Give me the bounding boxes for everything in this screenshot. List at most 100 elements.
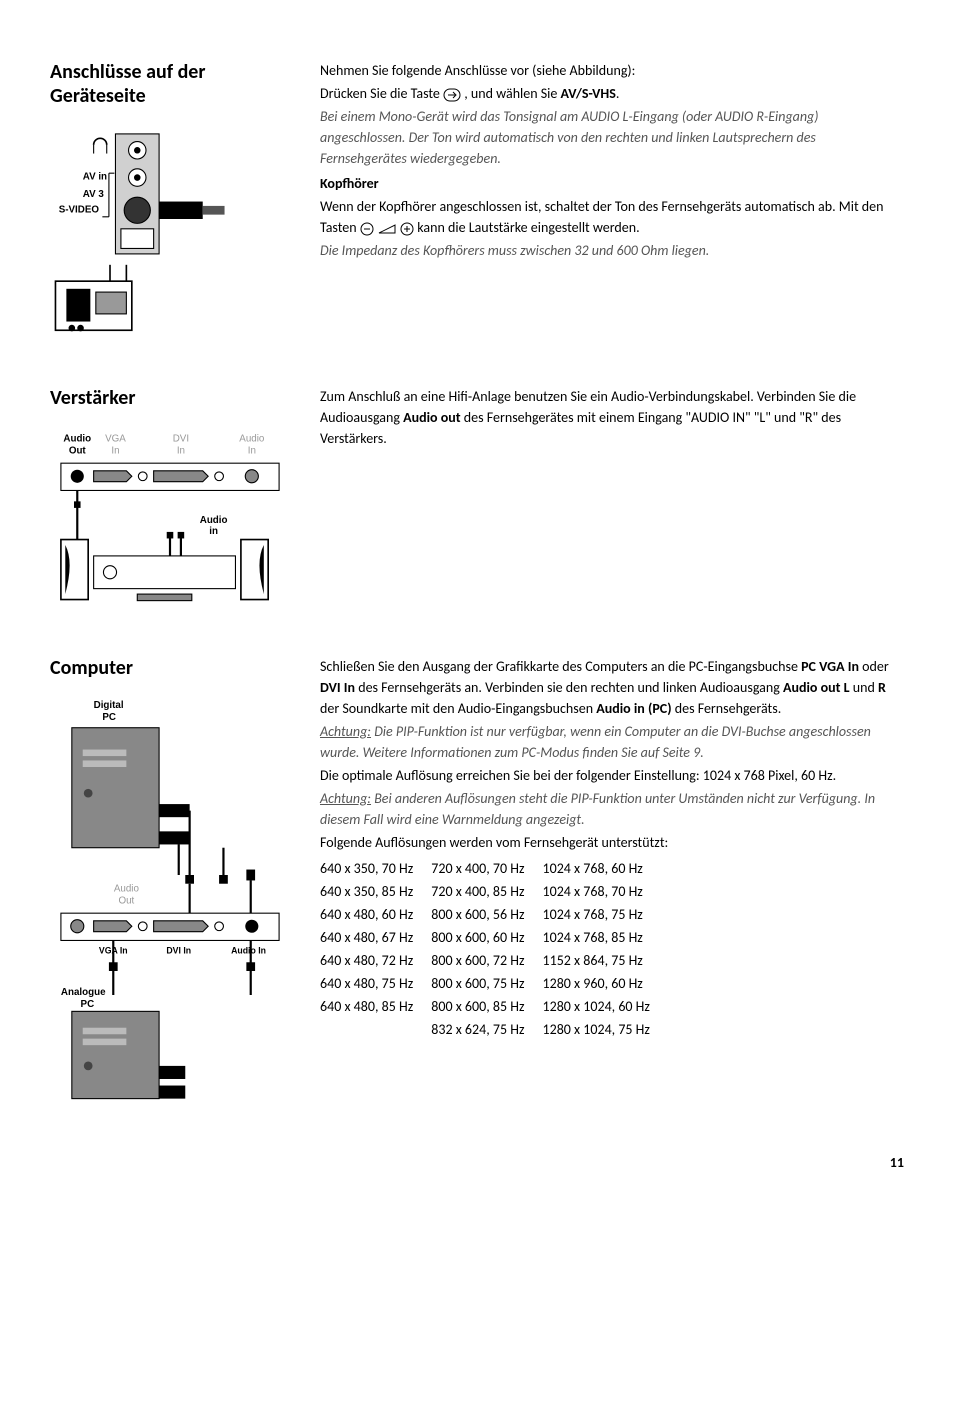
text: der Soundkarte mit den Audio-Eingangsbuc… [320,700,596,717]
paragraph: Schließen Sie den Ausgang der Grafikkart… [320,656,904,719]
table-row: 640 x 480, 60 Hz800 x 600, 56 Hz1024 x 7… [320,903,668,926]
label: In [177,446,185,457]
label: In [111,446,119,457]
source-button-icon [443,88,461,102]
cell: 640 x 350, 85 Hz [320,880,431,903]
italic-note: Bei einem Mono-Gerät wird das Tonsignal … [320,106,904,169]
table-row: 640 x 350, 70 Hz720 x 400, 70 Hz1024 x 7… [320,857,668,880]
section-amplifier: Verstärker Audio Out VGA In DVI In Audio… [50,386,904,615]
text-bold: Audio in (PC) [596,700,671,717]
text: Die PIP-Funktion ist nur verfügbar, wenn… [320,723,871,761]
label: Analogue [61,987,106,998]
cell: 800 x 600, 72 Hz [431,949,542,972]
section-computer: Computer Digital PC Audio Out VGA In DVI… [50,656,904,1115]
text: Drücken Sie die Taste [320,85,443,102]
text-bold: AV/S-VHS [561,85,616,102]
text: und [853,679,878,696]
text: , und wählen Sie [464,85,560,102]
paragraph: Die optimale Auflösung erreichen Sie bei… [320,765,904,786]
resolution-table: 640 x 350, 70 Hz720 x 400, 70 Hz1024 x 7… [320,857,668,1041]
heading-computer: Computer [50,656,290,680]
text-underline: Achtung: [320,790,371,807]
text-underline: Achtung: [320,723,371,740]
cell: 640 x 350, 70 Hz [320,857,431,880]
paragraph: Folgende Auflösungen werden vom Fernsehg… [320,832,904,853]
label: Audio [63,434,91,445]
cell: 800 x 600, 60 Hz [431,926,542,949]
cell: 1152 x 864, 75 Hz [543,949,668,972]
label: Audio [200,515,228,526]
cell: 1280 x 960, 60 Hz [543,972,668,995]
table-row: 640 x 480, 72 Hz800 x 600, 72 Hz1152 x 8… [320,949,668,972]
cell: 640 x 480, 60 Hz [320,903,431,926]
body-side-connections: Nehmen Sie folgende Anschlüsse vor (sieh… [320,60,904,346]
text-bold: R [878,679,886,696]
paragraph: Zum Anschluß an eine Hifi-Anlage benutze… [320,386,904,449]
cell: 1024 x 768, 60 Hz [543,857,668,880]
cell: 640 x 480, 85 Hz [320,995,431,1018]
cell: 1024 x 768, 75 Hz [543,903,668,926]
text: Bei anderen Auflösungen steht die PIP-Fu… [320,790,875,828]
label-svideo: S-VIDEO [59,204,100,215]
label: Audio [114,883,140,894]
minus-icon [360,222,374,236]
left-column: Anschlüsse auf der Geräteseite AV in AV … [50,60,290,346]
table-row: 640 x 480, 75 Hz800 x 600, 75 Hz1280 x 9… [320,972,668,995]
cell: 1280 x 1024, 60 Hz [543,995,668,1018]
body-amplifier: Zum Anschluß an eine Hifi-Anlage benutze… [320,386,904,615]
cell [320,1018,431,1041]
text: Nehmen Sie folgende Anschlüsse vor (sieh… [320,62,635,79]
text: . [616,85,620,102]
paragraph: Drücken Sie die Taste , und wählen Sie A… [320,83,904,104]
label: Out [118,895,134,906]
italic-note: Achtung: Die PIP-Funktion ist nur verfüg… [320,721,904,763]
label: Audio [239,434,265,445]
table-row: 832 x 624, 75 Hz1280 x 1024, 75 Hz [320,1018,668,1041]
cell: 640 x 480, 75 Hz [320,972,431,995]
cell: 1024 x 768, 70 Hz [543,880,668,903]
text: kann die Lautstärke eingestellt werden. [417,219,639,236]
text-bold: DVI In [320,679,355,696]
cell: 720 x 400, 70 Hz [431,857,542,880]
diagram-amplifier: Audio Out VGA In DVI In Audio In Audio i… [50,425,290,610]
label-av-in: AV in [83,172,107,183]
diagram-side-connections: AV in AV 3 S-VIDEO [50,123,290,341]
cell: 1280 x 1024, 75 Hz [543,1018,668,1041]
left-column: Computer Digital PC Audio Out VGA In DVI… [50,656,290,1115]
cell: 800 x 600, 56 Hz [431,903,542,926]
text-bold: PC VGA In [801,658,859,675]
label: In [248,446,256,457]
text: des Fernsehgeräts an. Verbinden sie den … [358,679,783,696]
text-bold: Audio out L [783,679,850,696]
text: des Fernsehgeräts. [675,700,782,717]
cell: 832 x 624, 75 Hz [431,1018,542,1041]
cell: 720 x 400, 85 Hz [431,880,542,903]
italic-note: Achtung: Bei anderen Auflösungen steht d… [320,788,904,830]
cell: 640 x 480, 67 Hz [320,926,431,949]
label: DVI [173,434,189,445]
label: Audio In [231,945,266,955]
left-column: Verstärker Audio Out VGA In DVI In Audio… [50,386,290,615]
diagram-computer: Digital PC Audio Out VGA In DVI In Audio… [50,695,290,1110]
label: Digital [94,700,124,711]
cell: 640 x 480, 72 Hz [320,949,431,972]
paragraph: Nehmen Sie folgende Anschlüsse vor (sieh… [320,60,904,81]
table-row: 640 x 350, 85 Hz720 x 400, 85 Hz1024 x 7… [320,880,668,903]
page-number: 11 [50,1154,904,1171]
body-computer: Schließen Sie den Ausgang der Grafikkart… [320,656,904,1115]
heading-amplifier: Verstärker [50,386,290,410]
cell: 1024 x 768, 85 Hz [543,926,668,949]
heading-side-connections: Anschlüsse auf der Geräteseite [50,60,290,108]
text-bold: Audio out [403,409,461,426]
italic-note: Die Impedanz des Kopfhörers muss zwische… [320,240,904,261]
table-row: 640 x 480, 85 Hz800 x 600, 85 Hz1280 x 1… [320,995,668,1018]
paragraph: Wenn der Kopfhörer angeschlossen ist, sc… [320,196,904,238]
label: Out [69,446,87,457]
label: PC [102,712,116,723]
cell: 800 x 600, 85 Hz [431,995,542,1018]
plus-icon [400,222,414,236]
text: Schließen Sie den Ausgang der Grafikkart… [320,658,801,675]
label: in [209,526,218,537]
cell: 800 x 600, 75 Hz [431,972,542,995]
table-row: 640 x 480, 67 Hz800 x 600, 60 Hz1024 x 7… [320,926,668,949]
